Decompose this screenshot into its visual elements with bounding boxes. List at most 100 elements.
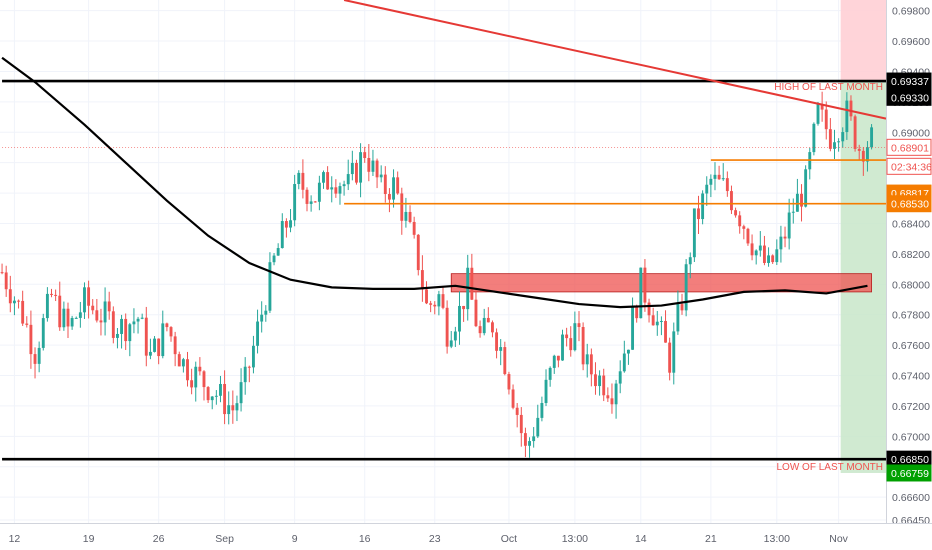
candle bbox=[523, 427, 527, 458]
candle-body bbox=[746, 228, 750, 244]
candle-body bbox=[816, 103, 820, 124]
candle bbox=[8, 275, 12, 313]
candle bbox=[668, 337, 672, 381]
candle-body bbox=[12, 300, 16, 304]
candle-body bbox=[853, 116, 857, 149]
candle bbox=[95, 298, 99, 323]
candle-body bbox=[581, 326, 585, 365]
candle bbox=[144, 306, 148, 367]
candle-body bbox=[548, 367, 552, 380]
candle-body bbox=[239, 382, 243, 404]
x-tick-label: 21 bbox=[705, 533, 717, 545]
price-badge-label: 0.69337 bbox=[891, 76, 929, 88]
x-tick-label: 26 bbox=[153, 533, 165, 545]
candle-body bbox=[688, 257, 692, 265]
candle-body bbox=[692, 208, 696, 258]
candle bbox=[429, 300, 433, 313]
candle bbox=[676, 290, 680, 335]
candle bbox=[470, 253, 474, 300]
candle-body bbox=[359, 152, 363, 183]
price-badge-label: 0.66759 bbox=[891, 468, 929, 480]
candle-body bbox=[400, 193, 404, 221]
candle-body bbox=[713, 174, 717, 179]
price-badge-bg bbox=[886, 88, 932, 106]
candle bbox=[412, 216, 416, 239]
candle bbox=[78, 301, 82, 328]
candle-body bbox=[800, 193, 803, 207]
candle bbox=[866, 141, 869, 172]
candle bbox=[124, 313, 128, 350]
candle bbox=[326, 166, 330, 190]
candle bbox=[132, 308, 136, 334]
candle-body bbox=[870, 127, 874, 148]
x-tick-label: Sep bbox=[215, 533, 234, 545]
candle-body bbox=[66, 308, 70, 327]
candle-body bbox=[820, 103, 824, 110]
candle-body bbox=[515, 407, 519, 415]
candle-body bbox=[462, 305, 466, 310]
candle bbox=[346, 159, 350, 191]
candle-body bbox=[276, 248, 280, 256]
candle-body bbox=[251, 345, 255, 368]
candle-body bbox=[709, 178, 713, 185]
candle bbox=[433, 301, 437, 315]
candle-body bbox=[779, 236, 783, 250]
candle-body bbox=[536, 417, 540, 437]
price-badge: 0.69337 bbox=[886, 72, 932, 90]
candle bbox=[515, 402, 519, 428]
candle bbox=[375, 158, 379, 189]
candle bbox=[194, 361, 198, 402]
candle-body bbox=[194, 366, 198, 388]
candle-body bbox=[655, 321, 659, 326]
candle-body bbox=[610, 398, 614, 405]
candle-body bbox=[235, 403, 239, 411]
candle bbox=[771, 254, 775, 264]
candle-body bbox=[453, 331, 457, 341]
candle bbox=[458, 291, 461, 345]
candle bbox=[837, 138, 841, 152]
candle-body bbox=[528, 441, 531, 446]
candle bbox=[148, 338, 152, 360]
candle-body bbox=[223, 383, 227, 415]
candle bbox=[849, 95, 853, 121]
candle-body bbox=[841, 132, 845, 142]
candle bbox=[420, 255, 424, 302]
candle bbox=[322, 170, 325, 189]
candle bbox=[190, 368, 194, 395]
candle-body bbox=[738, 215, 742, 227]
candle-body bbox=[371, 160, 375, 172]
candle-body bbox=[379, 174, 383, 178]
candle-body bbox=[37, 347, 41, 364]
candle-body bbox=[519, 414, 523, 434]
candle-body bbox=[227, 405, 231, 415]
candle-body bbox=[725, 178, 729, 192]
candle bbox=[301, 159, 305, 199]
candle-body bbox=[540, 403, 544, 418]
candle-body bbox=[247, 366, 251, 368]
candle-body bbox=[8, 289, 12, 304]
candle bbox=[264, 305, 268, 322]
candle bbox=[111, 306, 115, 344]
candle bbox=[804, 165, 808, 208]
candle-body bbox=[243, 366, 247, 383]
candle-body bbox=[433, 304, 437, 307]
candle bbox=[107, 291, 111, 320]
candle bbox=[50, 288, 53, 298]
candle-body bbox=[556, 355, 560, 361]
candle-body bbox=[754, 250, 758, 256]
candle bbox=[672, 322, 676, 385]
candle-body bbox=[602, 375, 606, 396]
candle-body bbox=[730, 191, 733, 211]
x-tick-label: 12 bbox=[9, 533, 21, 545]
candle bbox=[779, 225, 783, 263]
candle bbox=[495, 328, 499, 359]
x-tick-label: 19 bbox=[83, 533, 95, 545]
candle bbox=[536, 404, 540, 439]
candle-body bbox=[387, 194, 391, 200]
candle bbox=[659, 316, 663, 336]
candle bbox=[120, 314, 124, 349]
candle-body bbox=[334, 187, 338, 194]
candle-body bbox=[58, 295, 62, 328]
candle bbox=[367, 144, 371, 182]
